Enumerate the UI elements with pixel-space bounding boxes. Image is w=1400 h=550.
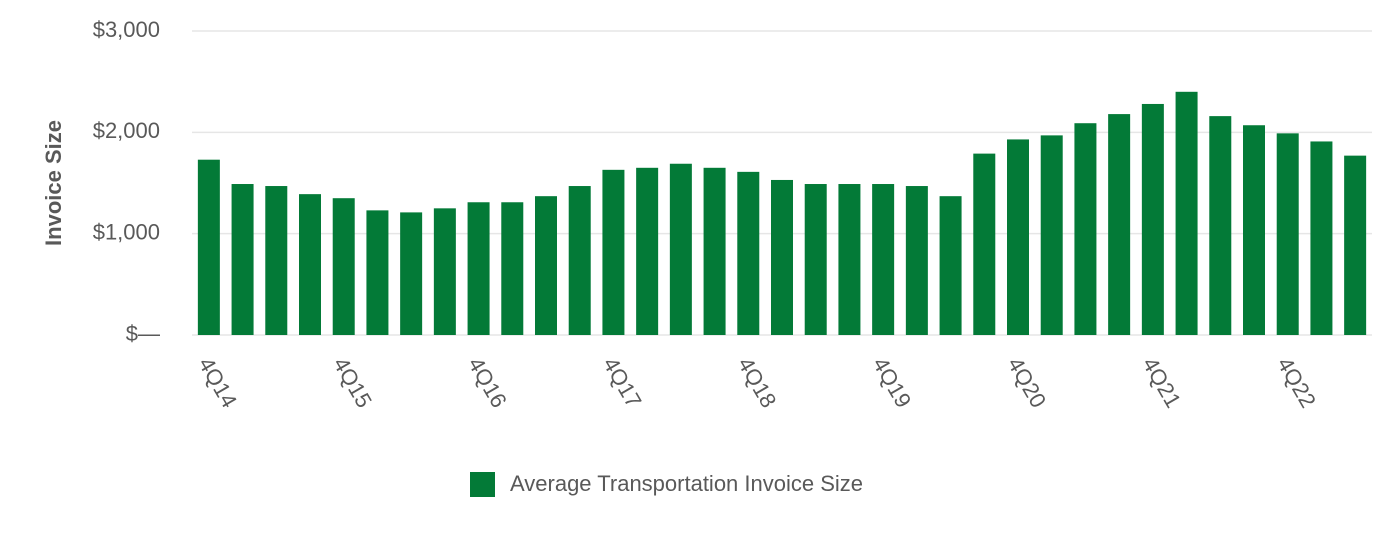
bar	[231, 184, 254, 335]
bar	[1243, 125, 1265, 336]
y-tick-label: $—	[126, 321, 160, 346]
x-tick-label: 4Q16	[463, 353, 512, 412]
bar	[265, 186, 288, 335]
bar	[197, 159, 220, 335]
bar	[1108, 114, 1131, 336]
bar	[1344, 155, 1367, 335]
bar	[669, 163, 692, 335]
bar	[973, 153, 996, 335]
x-tick-label: 4Q14	[193, 353, 242, 412]
bar	[1141, 103, 1164, 336]
x-tick-label: 4Q21	[1137, 353, 1186, 412]
bar	[501, 202, 524, 335]
bar	[366, 210, 389, 335]
y-axis-title: Invoice Size	[41, 120, 66, 246]
x-tick-label: 4Q20	[1003, 353, 1052, 412]
bar	[1175, 91, 1198, 335]
bar	[1040, 135, 1063, 335]
x-tick-label: 4Q22	[1272, 353, 1321, 412]
bar	[1074, 123, 1097, 335]
bar	[737, 171, 760, 335]
x-tick-label: 4Q15	[328, 353, 377, 412]
bar	[636, 167, 659, 335]
bar	[1276, 133, 1299, 335]
bar	[467, 202, 490, 335]
bar	[905, 186, 928, 335]
x-tick-label: 4Q17	[598, 353, 647, 412]
bar	[771, 179, 793, 335]
y-tick-label: $2,000	[93, 118, 160, 143]
bar	[535, 196, 557, 335]
y-tick-label: $1,000	[93, 219, 160, 244]
x-tick-label: 4Q19	[868, 353, 917, 412]
x-tick-label: 4Q18	[733, 353, 782, 412]
bar	[1007, 139, 1029, 335]
bar	[703, 167, 726, 335]
bar	[939, 196, 962, 335]
bar	[602, 169, 625, 335]
bar	[299, 194, 321, 335]
y-tick-label: $3,000	[93, 17, 160, 42]
bar	[400, 212, 423, 335]
bar	[1209, 116, 1232, 336]
bar	[568, 186, 591, 335]
legend-label: Average Transportation Invoice Size	[510, 471, 863, 496]
legend-swatch	[470, 472, 495, 497]
bar	[433, 208, 456, 335]
bar	[804, 184, 827, 335]
bar	[1310, 141, 1333, 335]
bar	[838, 184, 861, 335]
bar	[872, 184, 895, 335]
bar	[332, 198, 355, 335]
